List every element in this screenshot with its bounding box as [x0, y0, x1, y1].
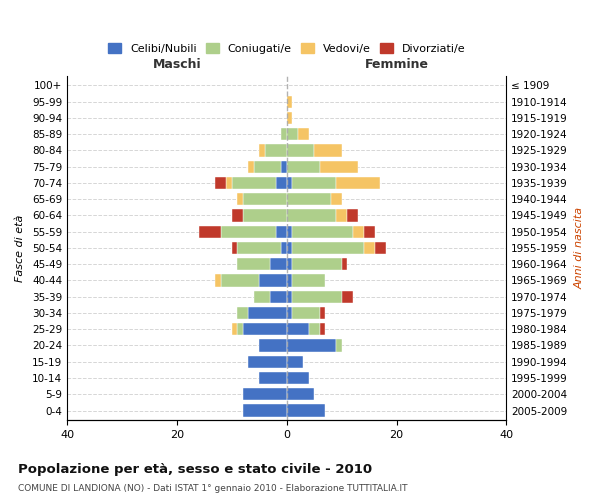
Bar — [243, 323, 287, 336]
Bar — [287, 193, 331, 205]
Bar — [309, 323, 320, 336]
Bar — [287, 340, 336, 351]
Bar — [254, 290, 270, 303]
Bar — [238, 258, 270, 270]
Text: COMUNE DI LANDIONA (NO) - Dati ISTAT 1° gennaio 2010 - Elaborazione TUTTITALIA.I: COMUNE DI LANDIONA (NO) - Dati ISTAT 1° … — [18, 484, 407, 493]
Bar — [287, 356, 303, 368]
Bar — [254, 160, 281, 173]
Bar — [287, 290, 292, 303]
Bar — [232, 242, 238, 254]
Bar — [276, 226, 287, 238]
Bar — [238, 242, 281, 254]
Bar — [248, 356, 287, 368]
Bar — [298, 128, 309, 140]
Bar — [281, 160, 287, 173]
Bar — [243, 193, 287, 205]
Bar — [287, 274, 292, 286]
Bar — [287, 323, 309, 336]
Bar — [287, 128, 298, 140]
Bar — [287, 388, 314, 400]
Bar — [270, 290, 287, 303]
Bar — [287, 242, 292, 254]
Bar — [259, 144, 265, 156]
Y-axis label: Fasce di età: Fasce di età — [15, 214, 25, 282]
Bar — [320, 307, 325, 319]
Bar — [287, 177, 292, 189]
Bar — [287, 96, 292, 108]
Bar — [281, 242, 287, 254]
Bar — [374, 242, 386, 254]
Bar — [336, 177, 380, 189]
Bar — [287, 112, 292, 124]
Bar — [292, 274, 325, 286]
Bar — [314, 144, 341, 156]
Bar — [287, 160, 320, 173]
Bar — [287, 404, 325, 416]
Bar — [243, 210, 287, 222]
Bar — [232, 323, 238, 336]
Bar — [320, 323, 325, 336]
Bar — [276, 177, 287, 189]
Bar — [331, 193, 341, 205]
Bar — [364, 226, 374, 238]
Bar — [215, 274, 221, 286]
Bar — [287, 226, 292, 238]
Bar — [259, 372, 287, 384]
Bar — [292, 307, 320, 319]
Bar — [292, 290, 341, 303]
Y-axis label: Anni di nascita: Anni di nascita — [575, 207, 585, 289]
Text: Maschi: Maschi — [152, 58, 201, 71]
Bar — [259, 340, 287, 351]
Bar — [287, 372, 309, 384]
Bar — [221, 274, 259, 286]
Bar — [336, 340, 341, 351]
Text: Femmine: Femmine — [365, 58, 428, 71]
Bar — [243, 404, 287, 416]
Bar — [238, 307, 248, 319]
Bar — [221, 226, 276, 238]
Bar — [215, 177, 226, 189]
Bar — [232, 210, 243, 222]
Bar — [287, 307, 292, 319]
Bar — [292, 258, 341, 270]
Bar — [287, 258, 292, 270]
Bar — [364, 242, 374, 254]
Bar — [199, 226, 221, 238]
Text: Popolazione per età, sesso e stato civile - 2010: Popolazione per età, sesso e stato civil… — [18, 462, 372, 475]
Bar — [341, 258, 347, 270]
Bar — [248, 160, 254, 173]
Bar — [336, 210, 347, 222]
Bar — [287, 144, 314, 156]
Bar — [238, 193, 243, 205]
Bar — [226, 177, 232, 189]
Bar — [259, 274, 287, 286]
Bar — [287, 210, 336, 222]
Bar — [353, 226, 364, 238]
Bar — [292, 242, 364, 254]
Bar — [265, 144, 287, 156]
Legend: Celibi/Nubili, Coniugati/e, Vedovi/e, Divorziati/e: Celibi/Nubili, Coniugati/e, Vedovi/e, Di… — [104, 40, 469, 58]
Bar — [238, 323, 243, 336]
Bar — [232, 177, 276, 189]
Bar — [341, 290, 353, 303]
Bar — [270, 258, 287, 270]
Bar — [281, 128, 287, 140]
Bar — [292, 177, 336, 189]
Bar — [248, 307, 287, 319]
Bar — [243, 388, 287, 400]
Bar — [347, 210, 358, 222]
Bar — [292, 226, 353, 238]
Bar — [320, 160, 358, 173]
